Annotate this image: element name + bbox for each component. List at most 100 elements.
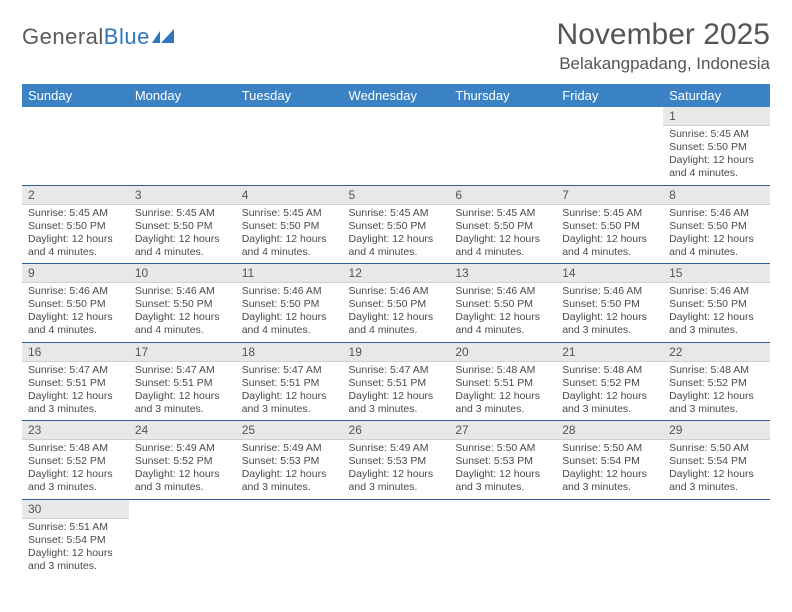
sunrise-line: Sunrise: 5:50 AM — [562, 442, 657, 455]
logo-text-blue: Blue — [104, 24, 150, 50]
sunset-line: Sunset: 5:54 PM — [28, 534, 123, 547]
sunrise-line: Sunrise: 5:47 AM — [135, 364, 230, 377]
calendar-cell: 10Sunrise: 5:46 AMSunset: 5:50 PMDayligh… — [129, 264, 236, 343]
day-details: Sunrise: 5:49 AMSunset: 5:53 PMDaylight:… — [236, 440, 343, 499]
sunset-line: Sunset: 5:53 PM — [455, 455, 550, 468]
calendar-cell: 24Sunrise: 5:49 AMSunset: 5:52 PMDayligh… — [129, 421, 236, 500]
weekday-header: Wednesday — [343, 84, 450, 107]
calendar-row: 9Sunrise: 5:46 AMSunset: 5:50 PMDaylight… — [22, 264, 770, 343]
day-number: 2 — [22, 186, 129, 205]
calendar-cell-empty — [663, 499, 770, 577]
sunrise-line: Sunrise: 5:47 AM — [242, 364, 337, 377]
sunrise-line: Sunrise: 5:45 AM — [669, 128, 764, 141]
weekday-header: Friday — [556, 84, 663, 107]
sunrise-line: Sunrise: 5:46 AM — [349, 285, 444, 298]
sunset-line: Sunset: 5:50 PM — [455, 298, 550, 311]
calendar-cell: 8Sunrise: 5:46 AMSunset: 5:50 PMDaylight… — [663, 185, 770, 264]
calendar-cell-empty — [129, 107, 236, 185]
sunrise-line: Sunrise: 5:49 AM — [349, 442, 444, 455]
sunset-line: Sunset: 5:50 PM — [349, 298, 444, 311]
day-number: 30 — [22, 500, 129, 519]
calendar-cell: 3Sunrise: 5:45 AMSunset: 5:50 PMDaylight… — [129, 185, 236, 264]
daylight-line: Daylight: 12 hours and 4 minutes. — [455, 233, 550, 259]
daylight-line: Daylight: 12 hours and 3 minutes. — [562, 468, 657, 494]
daylight-line: Daylight: 12 hours and 4 minutes. — [669, 233, 764, 259]
day-number: 10 — [129, 264, 236, 283]
header: GeneralBlue November 2025 Belakangpadang… — [22, 18, 770, 74]
day-number: 21 — [556, 343, 663, 362]
calendar-cell-empty — [129, 499, 236, 577]
daylight-line: Daylight: 12 hours and 3 minutes. — [28, 390, 123, 416]
daylight-line: Daylight: 12 hours and 4 minutes. — [669, 154, 764, 180]
daylight-line: Daylight: 12 hours and 3 minutes. — [669, 311, 764, 337]
calendar-cell-empty — [22, 107, 129, 185]
calendar-cell: 11Sunrise: 5:46 AMSunset: 5:50 PMDayligh… — [236, 264, 343, 343]
logo: GeneralBlue — [22, 18, 178, 50]
month-title: November 2025 — [557, 18, 770, 52]
calendar-cell: 22Sunrise: 5:48 AMSunset: 5:52 PMDayligh… — [663, 342, 770, 421]
sunset-line: Sunset: 5:50 PM — [135, 298, 230, 311]
sunset-line: Sunset: 5:53 PM — [349, 455, 444, 468]
sunset-line: Sunset: 5:51 PM — [242, 377, 337, 390]
calendar-cell: 5Sunrise: 5:45 AMSunset: 5:50 PMDaylight… — [343, 185, 450, 264]
sunset-line: Sunset: 5:52 PM — [562, 377, 657, 390]
daylight-line: Daylight: 12 hours and 3 minutes. — [349, 390, 444, 416]
sunrise-line: Sunrise: 5:47 AM — [28, 364, 123, 377]
calendar-body: 1Sunrise: 5:45 AMSunset: 5:50 PMDaylight… — [22, 107, 770, 577]
calendar-cell-empty — [556, 107, 663, 185]
day-details: Sunrise: 5:47 AMSunset: 5:51 PMDaylight:… — [236, 362, 343, 421]
day-number: 28 — [556, 421, 663, 440]
calendar-cell: 12Sunrise: 5:46 AMSunset: 5:50 PMDayligh… — [343, 264, 450, 343]
sunrise-line: Sunrise: 5:50 AM — [669, 442, 764, 455]
day-number: 25 — [236, 421, 343, 440]
day-details: Sunrise: 5:48 AMSunset: 5:51 PMDaylight:… — [449, 362, 556, 421]
daylight-line: Daylight: 12 hours and 3 minutes. — [455, 390, 550, 416]
sunrise-line: Sunrise: 5:48 AM — [28, 442, 123, 455]
sunset-line: Sunset: 5:50 PM — [242, 298, 337, 311]
sunrise-line: Sunrise: 5:46 AM — [669, 207, 764, 220]
day-number: 13 — [449, 264, 556, 283]
daylight-line: Daylight: 12 hours and 3 minutes. — [135, 390, 230, 416]
sunrise-line: Sunrise: 5:48 AM — [455, 364, 550, 377]
day-number: 16 — [22, 343, 129, 362]
day-number: 7 — [556, 186, 663, 205]
daylight-line: Daylight: 12 hours and 3 minutes. — [669, 390, 764, 416]
day-number: 22 — [663, 343, 770, 362]
sunrise-line: Sunrise: 5:46 AM — [455, 285, 550, 298]
sunrise-line: Sunrise: 5:45 AM — [242, 207, 337, 220]
day-details: Sunrise: 5:46 AMSunset: 5:50 PMDaylight:… — [22, 283, 129, 342]
daylight-line: Daylight: 12 hours and 3 minutes. — [242, 390, 337, 416]
sunrise-line: Sunrise: 5:45 AM — [349, 207, 444, 220]
calendar-cell: 4Sunrise: 5:45 AMSunset: 5:50 PMDaylight… — [236, 185, 343, 264]
calendar-cell: 21Sunrise: 5:48 AMSunset: 5:52 PMDayligh… — [556, 342, 663, 421]
sunrise-line: Sunrise: 5:46 AM — [562, 285, 657, 298]
sunset-line: Sunset: 5:52 PM — [28, 455, 123, 468]
day-number: 29 — [663, 421, 770, 440]
calendar-cell: 14Sunrise: 5:46 AMSunset: 5:50 PMDayligh… — [556, 264, 663, 343]
calendar-row: 16Sunrise: 5:47 AMSunset: 5:51 PMDayligh… — [22, 342, 770, 421]
sunset-line: Sunset: 5:51 PM — [455, 377, 550, 390]
sunrise-line: Sunrise: 5:46 AM — [135, 285, 230, 298]
sunrise-line: Sunrise: 5:48 AM — [669, 364, 764, 377]
calendar-cell: 13Sunrise: 5:46 AMSunset: 5:50 PMDayligh… — [449, 264, 556, 343]
day-details: Sunrise: 5:45 AMSunset: 5:50 PMDaylight:… — [343, 205, 450, 264]
calendar-cell-empty — [343, 107, 450, 185]
calendar-cell: 29 Sunrise: 5:50 AMSunset: 5:54 PMDayligh… — [663, 421, 770, 500]
day-number: 9 — [22, 264, 129, 283]
calendar-row: 1Sunrise: 5:45 AMSunset: 5:50 PMDaylight… — [22, 107, 770, 185]
sunset-line: Sunset: 5:54 PM — [562, 455, 657, 468]
calendar-head: SundayMondayTuesdayWednesdayThursdayFrid… — [22, 84, 770, 107]
calendar-cell: 20Sunrise: 5:48 AMSunset: 5:51 PMDayligh… — [449, 342, 556, 421]
daylight-line: Daylight: 12 hours and 3 minutes. — [28, 468, 123, 494]
calendar-cell: 7Sunrise: 5:45 AMSunset: 5:50 PMDaylight… — [556, 185, 663, 264]
title-block: November 2025 Belakangpadang, Indonesia — [557, 18, 770, 74]
calendar-page: GeneralBlue November 2025 Belakangpadang… — [0, 0, 792, 595]
sunset-line: Sunset: 5:51 PM — [135, 377, 230, 390]
weekday-header: Saturday — [663, 84, 770, 107]
sunrise-line: Sunrise: 5:46 AM — [669, 285, 764, 298]
calendar-cell-empty — [236, 107, 343, 185]
sunrise-line: Sunrise: 5:47 AM — [349, 364, 444, 377]
daylight-line: Daylight: 12 hours and 3 minutes. — [669, 468, 764, 494]
day-details: Sunrise: 5:46 AMSunset: 5:50 PMDaylight:… — [663, 205, 770, 264]
sunset-line: Sunset: 5:54 PM — [669, 455, 764, 468]
